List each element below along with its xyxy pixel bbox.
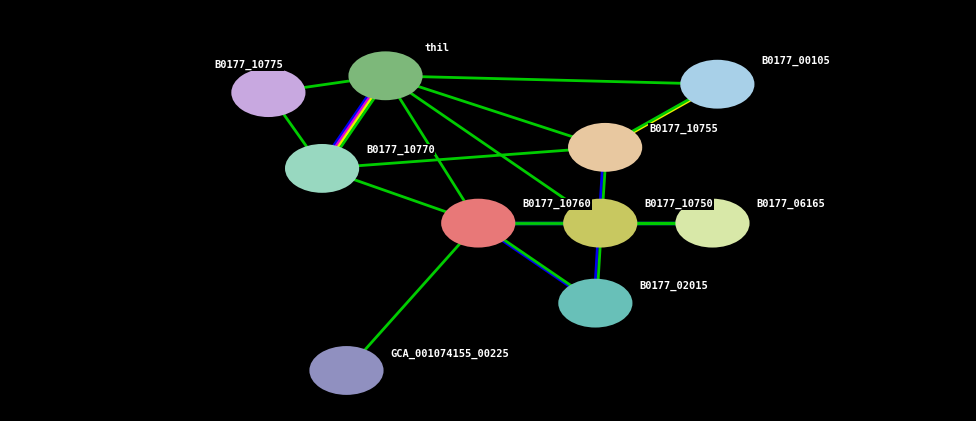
Text: B0177_10775: B0177_10775 (215, 60, 283, 70)
Ellipse shape (568, 123, 642, 172)
Text: B0177_10770: B0177_10770 (366, 144, 434, 155)
Ellipse shape (675, 199, 750, 248)
Text: thil: thil (425, 43, 450, 53)
Ellipse shape (558, 279, 632, 328)
Ellipse shape (441, 199, 515, 248)
Ellipse shape (309, 346, 384, 395)
Text: B0177_10755: B0177_10755 (649, 123, 717, 133)
Text: B0177_10760: B0177_10760 (522, 199, 590, 209)
Text: B0177_06165: B0177_06165 (756, 199, 825, 209)
Ellipse shape (563, 199, 637, 248)
Text: GCA_001074155_00225: GCA_001074155_00225 (390, 349, 509, 359)
Ellipse shape (680, 60, 754, 109)
Ellipse shape (348, 51, 423, 100)
Ellipse shape (285, 144, 359, 193)
Ellipse shape (231, 68, 305, 117)
Text: B0177_10750: B0177_10750 (644, 199, 712, 209)
Text: B0177_02015: B0177_02015 (639, 281, 708, 291)
Text: B0177_00105: B0177_00105 (761, 56, 830, 66)
